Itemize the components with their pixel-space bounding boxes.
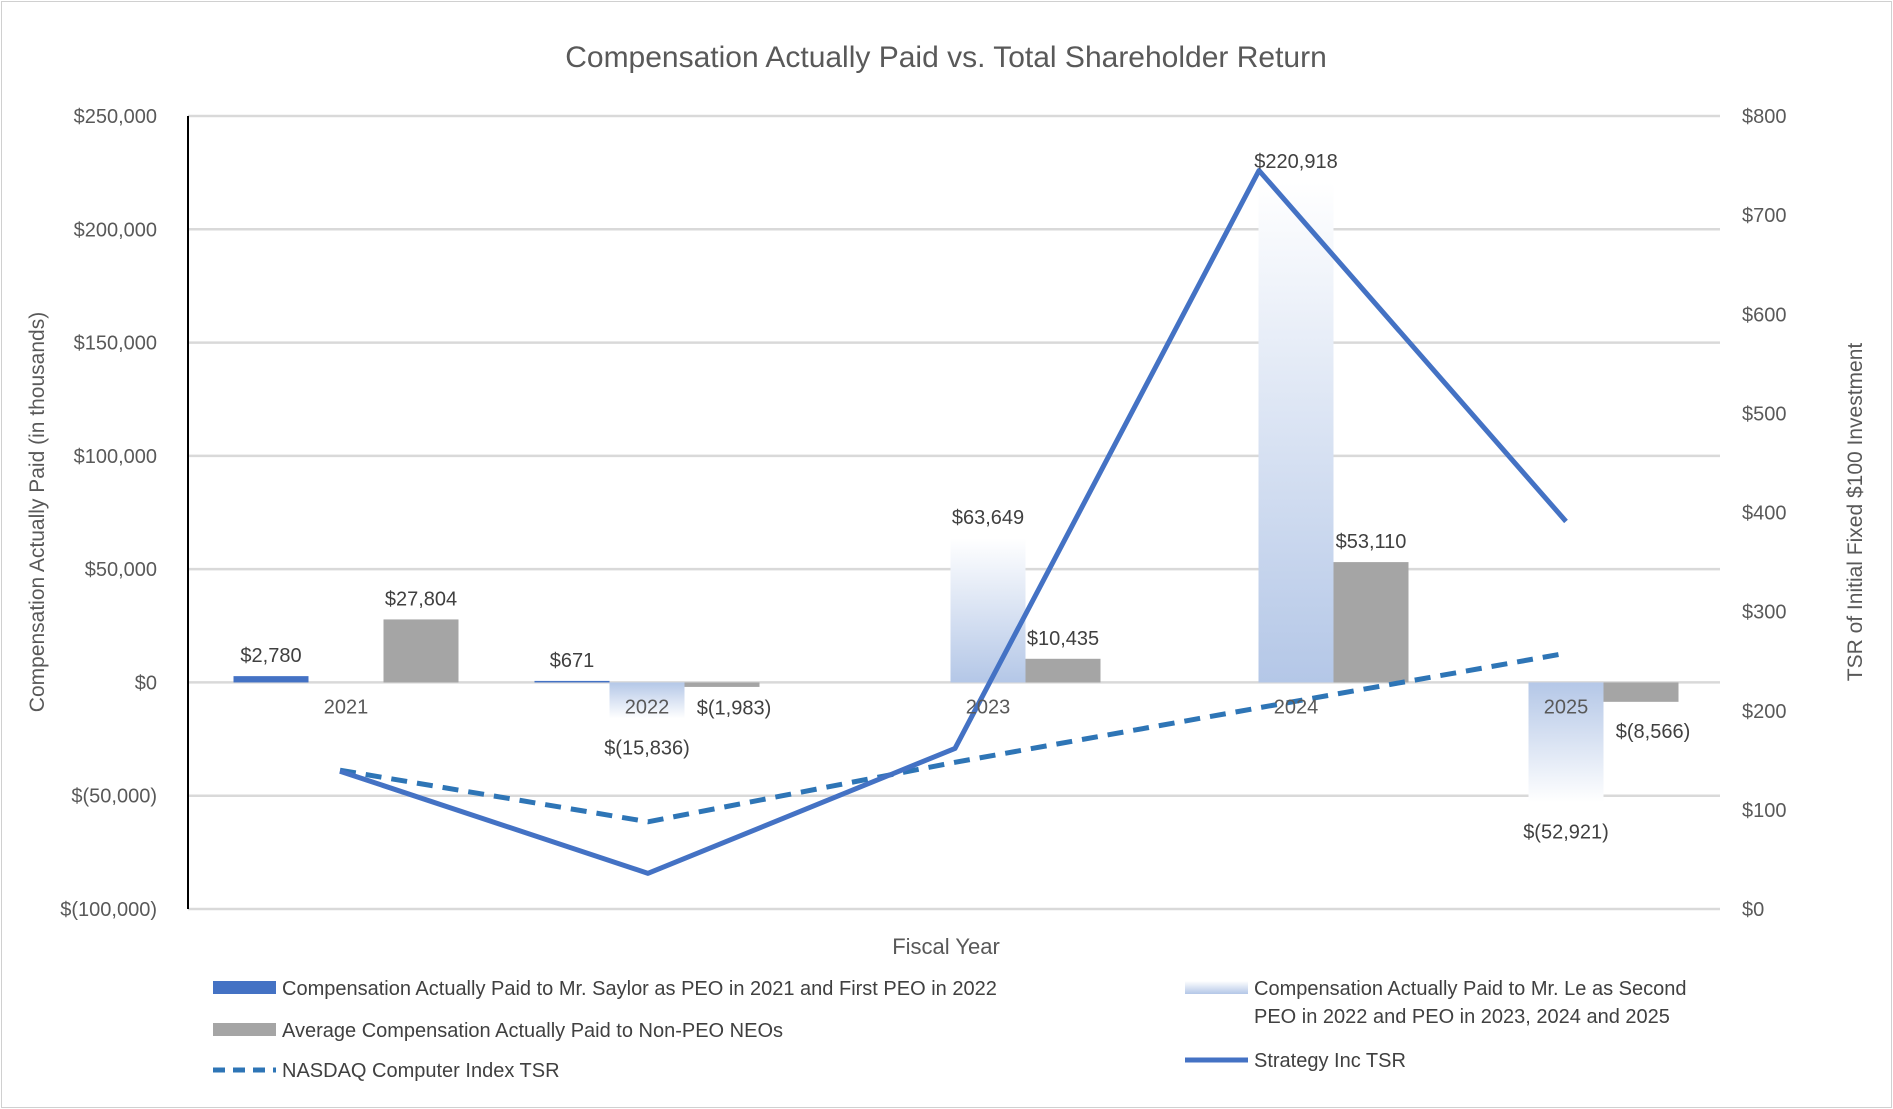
data-label: $220,918 (1254, 151, 1337, 173)
legend-label-le-line1: Compensation Actually Paid to Mr. Le as … (1254, 978, 1686, 1000)
y2-tick-label: $600 (1742, 304, 1787, 326)
legend-swatch-non-peo (213, 1023, 276, 1036)
y-tick-label: $50,000 (85, 559, 157, 581)
bar-2022-s1 (534, 680, 610, 683)
legend-swatch-le (1185, 981, 1248, 994)
nasdaq-tsr-line (339, 650, 1567, 825)
x-tick-label: 2024 (1274, 696, 1319, 718)
y-axis-title: Compensation Actually Paid (in thousands… (26, 312, 49, 712)
data-label: $2,780 (240, 645, 301, 667)
x-tick-label: 2023 (966, 696, 1011, 718)
bar-2023-s3 (1025, 658, 1101, 683)
bar-2021-s1 (233, 676, 309, 683)
y2-tick-label: $300 (1742, 602, 1787, 624)
x-tick-label: 2025 (1544, 696, 1589, 718)
y-tick-label: $200,000 (74, 219, 157, 241)
y2-tick-label: $400 (1742, 503, 1787, 525)
bar-2024-s2 (1258, 181, 1334, 683)
strategy-tsr-line (339, 168, 1568, 876)
legend-label-strategy: Strategy Inc TSR (1254, 1050, 1406, 1072)
legend: Compensation Actually Paid to Mr. Saylor… (213, 978, 1686, 1082)
legend-label-non-peo: Average Compensation Actually Paid to No… (282, 1020, 783, 1042)
y-tick-label: $250,000 (74, 106, 157, 128)
y-tick-label: $(100,000) (60, 899, 157, 921)
data-label: $53,110 (1336, 531, 1407, 553)
data-label: $10,435 (1027, 628, 1099, 650)
legend-label-nasdaq: NASDAQ Computer Index TSR (282, 1060, 560, 1082)
bar-2024-s3 (1333, 562, 1409, 683)
bar-2022-s3 (684, 682, 760, 687)
y-tick-label: $150,000 (74, 333, 157, 355)
y2-tick-label: $500 (1742, 403, 1787, 425)
data-label: $63,649 (952, 507, 1024, 529)
y-tick-label: $100,000 (74, 446, 157, 468)
data-label: $671 (550, 650, 595, 672)
data-label: $(52,921) (1523, 821, 1609, 843)
bars (233, 181, 1679, 803)
data-label: $27,804 (385, 588, 457, 610)
legend-label-le: Compensation Actually Paid to Mr. Le as … (1254, 978, 1686, 1028)
bar-2023-s2 (950, 538, 1026, 683)
y2-tick-label: $200 (1742, 701, 1787, 723)
x-axis-ticks: 2021 2022 2023 2024 2025 (324, 696, 1589, 718)
y2-tick-label: $700 (1742, 205, 1787, 227)
y2-tick-label: $100 (1742, 800, 1787, 822)
bar-2021-s3 (383, 619, 459, 683)
right-axis-ticks: $800 $700 $600 $500 $400 $300 $200 $100 $0 (1742, 106, 1787, 921)
tsr-lines (339, 168, 1568, 876)
y-tick-label: $(50,000) (71, 786, 157, 808)
data-label: $(8,566) (1616, 721, 1691, 743)
y2-axis-title: TSR of Initial Fixed $100 Investment (1844, 343, 1867, 682)
bar-data-labels: $2,780 $671 $(15,836) $63,649 $220,918 $(52,9… (240, 151, 1690, 843)
y2-tick-label: $0 (1742, 899, 1764, 921)
legend-swatch-saylor (213, 981, 276, 994)
data-label: $(1,983) (697, 697, 772, 719)
legend-label-le-line2: PEO in 2022 and PEO in 2023, 2024 and 20… (1254, 1006, 1670, 1028)
legend-label-saylor: Compensation Actually Paid to Mr. Saylor… (282, 978, 997, 1000)
y-tick-label: $0 (135, 672, 157, 694)
x-axis-title: Fiscal Year (892, 934, 1000, 959)
x-tick-label: 2022 (625, 696, 670, 718)
bar-2025-s2 (1528, 682, 1604, 803)
y2-tick-label: $800 (1742, 106, 1787, 128)
left-axis-ticks: $250,000 $200,000 $150,000 $100,000 $50,000 $… (60, 106, 157, 921)
bar-2022-s2 (609, 682, 685, 719)
x-tick-label: 2021 (324, 696, 369, 718)
chart-title: Compensation Actually Paid vs. Total Sha… (565, 41, 1327, 74)
data-label: $(15,836) (604, 737, 690, 759)
bar-2025-s3 (1603, 682, 1679, 702)
